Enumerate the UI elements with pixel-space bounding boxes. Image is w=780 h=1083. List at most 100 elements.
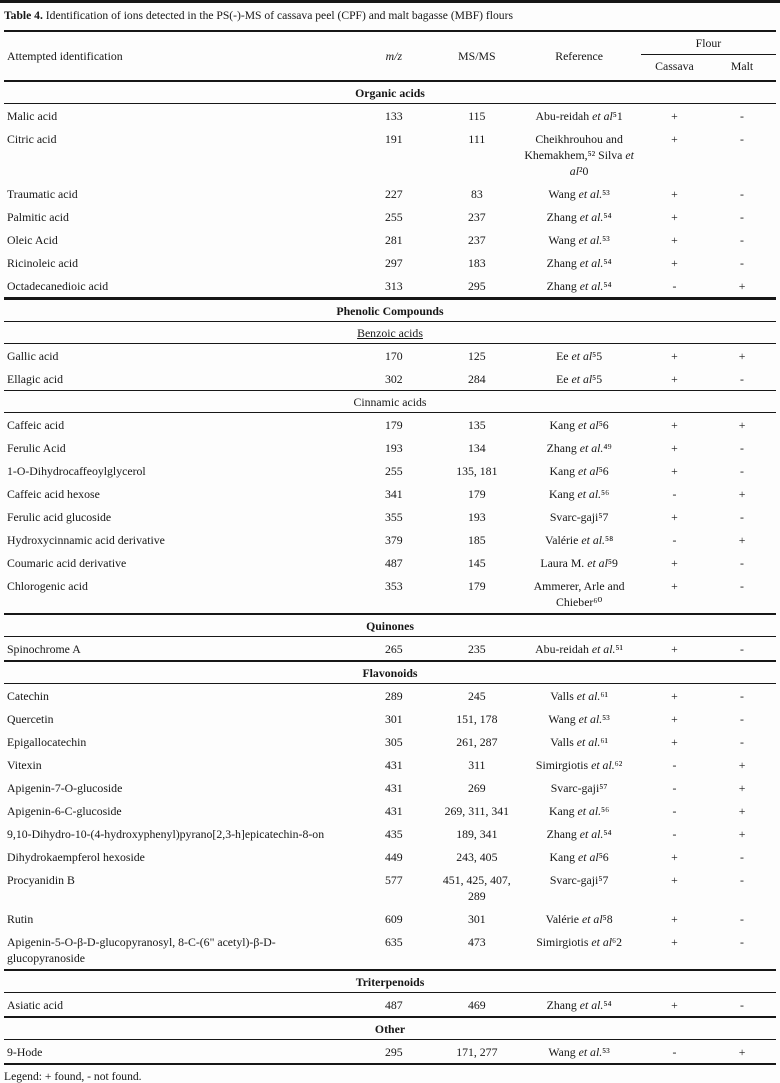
cell-msms: 151, 178 — [456, 711, 498, 726]
table-header: Attempted identification m/z MS/MS Refer… — [4, 31, 776, 81]
cell-malt: - — [740, 934, 744, 949]
cell-identification: Epigallocatechin — [7, 734, 87, 749]
cell-reference: Wang et al.⁵³ — [548, 711, 610, 726]
cell-mz: 297 — [385, 255, 403, 270]
cell-cassava: - — [672, 826, 677, 841]
cell-malt: - — [740, 371, 744, 386]
cell-malt: + — [738, 1044, 746, 1059]
cell-identification: Asiatic acid — [7, 997, 64, 1012]
cell-reference: Zhang et al.⁵⁴ — [546, 209, 612, 224]
cell-identification: Procyanidin B — [7, 872, 75, 887]
table-row: Traumatic acid 227 83 Wang et al.⁵³ + - — [4, 182, 776, 205]
table-row: 9-Hode 295 171, 277 Wang et al.⁵³ - + — [4, 1040, 776, 1065]
table-row: Malic acid 133 115 Abu-reidah et al⁵1 + - — [4, 104, 776, 128]
cell-msms: 237 — [467, 209, 486, 224]
cell-malt: - — [740, 463, 744, 478]
cell-mz: 435 — [385, 826, 403, 841]
table-row: Hydroxycinnamic acid derivative 379 185 Val… — [4, 528, 776, 551]
cell-reference: Abu-reidah et al.⁵¹ — [535, 641, 624, 656]
cell-malt: + — [738, 803, 746, 818]
cell-cassava: + — [671, 688, 678, 703]
table-row: Asiatic acid 487 469 Zhang et al.⁵⁴ + - — [4, 993, 776, 1018]
cell-mz: 313 — [385, 278, 403, 293]
col-header-attempted-identification: Attempted identification — [7, 48, 123, 63]
cell-cassava: + — [671, 131, 678, 146]
cell-mz: 193 — [385, 440, 403, 455]
cell-cassava: - — [672, 532, 677, 547]
cell-mz: 431 — [385, 757, 403, 772]
cell-cassava: - — [672, 1044, 677, 1059]
cell-malt: - — [740, 232, 744, 247]
cell-malt: + — [738, 486, 746, 501]
table-row: Apigenin-5-O-β-D-glucopyranosyl, 8-C-(6"… — [4, 930, 776, 970]
cell-cassava: - — [672, 486, 677, 501]
cell-cassava: + — [671, 997, 678, 1012]
section-row-cinnamic-acids: Cinnamic acids — [4, 390, 776, 413]
cell-malt: + — [738, 826, 746, 841]
cell-identification: Coumaric acid derivative — [7, 555, 127, 570]
cell-msms: 115 — [468, 108, 486, 123]
section-row-flavonoids: Flavonoids — [4, 660, 776, 684]
table-row: Epigallocatechin 305 261, 287 Valls et al.⁶… — [4, 730, 776, 753]
cell-reference: Simirgiotis et al.⁶² — [535, 757, 623, 772]
cell-msms: 179 — [467, 486, 486, 501]
table-row: Catechin 289 245 Valls et al.⁶¹ + - — [4, 684, 776, 708]
cell-msms: 145 — [467, 555, 486, 570]
cell-identification: Gallic acid — [7, 348, 59, 363]
cell-reference: Simirgiotis et al⁶2 — [536, 934, 623, 949]
cell-mz: 301 — [385, 711, 403, 726]
cell-identification: Caffeic acid hexose — [7, 486, 100, 501]
cell-reference: Cheikhrouhou and Khemakhem,⁵² Silva et a… — [524, 131, 634, 178]
cell-cassava: + — [671, 371, 678, 386]
cell-msms: 83 — [470, 186, 483, 201]
cell-malt: + — [738, 532, 746, 547]
cell-reference: Ee et al⁵5 — [556, 348, 603, 363]
cell-mz: 355 — [385, 509, 403, 524]
cell-cassava: + — [671, 108, 678, 123]
cell-cassava: + — [671, 463, 678, 478]
section-title: Benzoic acids — [4, 321, 776, 344]
section-title: Cinnamic acids — [4, 390, 776, 413]
cell-malt: + — [738, 780, 746, 795]
cell-reference: Kang et al.⁵⁶ — [548, 486, 610, 501]
cell-msms: 171, 277 — [456, 1044, 498, 1059]
cell-cassava: + — [671, 509, 678, 524]
table-row: Caffeic acid hexose 341 179 Kang et al.⁵⁶ - + — [4, 482, 776, 505]
cell-reference: Zhang et al.⁵⁴ — [546, 278, 612, 293]
cell-mz: 179 — [385, 417, 403, 432]
cell-msms: 243, 405 — [456, 849, 498, 864]
cell-msms: 301 — [467, 911, 486, 926]
top-rule — [0, 0, 780, 3]
cell-msms: 261, 287 — [456, 734, 498, 749]
table-row: Oleic Acid 281 237 Wang et al.⁵³ + - — [4, 228, 776, 251]
cell-cassava: - — [672, 803, 677, 818]
table-row: Ferulic acid glucoside 355 193 Svarc-gaji⁵7… — [4, 505, 776, 528]
cell-malt: - — [740, 108, 744, 123]
section-title: Triterpenoids — [4, 969, 776, 993]
cell-identification: Apigenin-5-O-β-D-glucopyranosyl, 8-C-(6"… — [7, 934, 276, 965]
cell-mz: 487 — [385, 555, 403, 570]
section-title: Quinones — [4, 613, 776, 637]
cell-reference: Svarc-gaji⁵7 — [549, 509, 609, 524]
cell-msms: 183 — [467, 255, 486, 270]
cell-identification: Malic acid — [7, 108, 58, 123]
cell-malt: - — [740, 911, 744, 926]
table-caption-text: Identification of ions detected in the P… — [45, 9, 513, 22]
section-title: Flavonoids — [4, 660, 776, 684]
cell-identification: Ferulic Acid — [7, 440, 66, 455]
cell-reference: Svarc-gaji⁵7 — [549, 872, 609, 887]
cell-cassava: + — [671, 186, 678, 201]
cell-malt: - — [740, 555, 744, 570]
cell-msms: 235 — [467, 641, 486, 656]
cell-mz: 255 — [385, 209, 403, 224]
col-header-msms: MS/MS — [458, 48, 496, 63]
cell-msms: 193 — [467, 509, 486, 524]
cell-cassava: + — [671, 417, 678, 432]
cell-msms: 469 — [467, 997, 486, 1012]
cell-identification: Octadecanedioic acid — [7, 278, 109, 293]
cell-cassava: + — [671, 711, 678, 726]
col-header-malt: Malt — [730, 59, 754, 73]
table-row: Rutin 609 301 Valérie et al⁵8 + - — [4, 907, 776, 930]
cell-cassava: + — [671, 555, 678, 570]
table-row: Octadecanedioic acid 313 295 Zhang et al.⁵⁴… — [4, 274, 776, 299]
